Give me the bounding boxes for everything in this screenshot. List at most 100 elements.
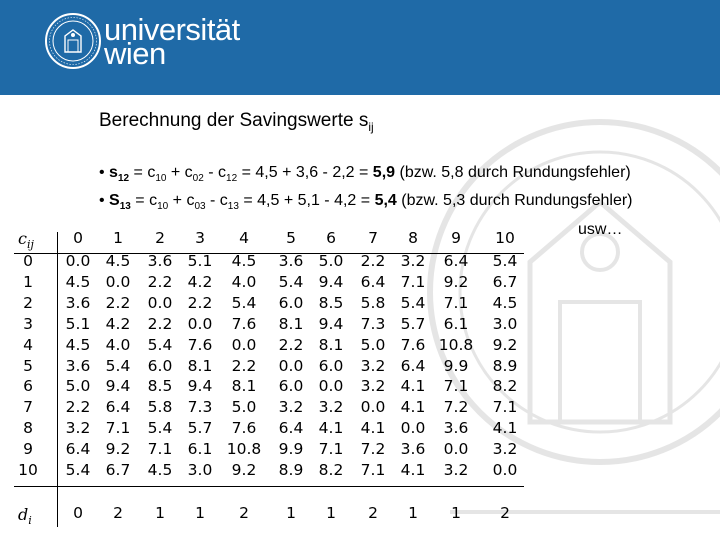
table-cell: 4.0	[105, 335, 131, 354]
column-header: 2	[155, 229, 165, 247]
table-cell: 5.1	[65, 314, 91, 333]
table-cell: 2.2	[231, 356, 257, 375]
table-cell: 0.0	[278, 356, 304, 375]
table-cell: 6.0	[278, 377, 304, 396]
table-cell: 7.2	[360, 440, 386, 459]
row-header: 3	[23, 314, 33, 333]
d-value-cell: 1	[326, 504, 336, 522]
corner-label: cij	[18, 229, 34, 252]
table-cell: 9.4	[105, 377, 131, 396]
table-cell: 8.1	[231, 377, 257, 396]
university-logo-text: universität wien	[104, 14, 240, 69]
table-cell: 5.0	[318, 252, 344, 270]
table-cell: 8.1	[318, 335, 344, 354]
column-header: 3	[195, 229, 205, 247]
column-header: 8	[408, 229, 418, 247]
table-cell: 6.4	[278, 419, 304, 438]
table-cell: 7.6	[187, 335, 213, 354]
row-header: 0	[23, 252, 33, 270]
row-header: 4	[23, 335, 33, 354]
table-cell: 4.0	[231, 272, 257, 291]
table-cell: 3.2	[360, 377, 386, 396]
table-cell: 9.4	[318, 272, 344, 291]
table-cell: 6.0	[147, 356, 173, 375]
table-cell: 5.1	[187, 252, 213, 270]
table-cell: 0.0	[231, 335, 257, 354]
table-cell: 3.2	[65, 419, 91, 438]
table-cell: 0.0	[318, 377, 344, 396]
row-header: 5	[23, 356, 33, 375]
table-cell: 5.4	[147, 335, 173, 354]
table-cell: 4.1	[400, 398, 426, 417]
table-cell: 4.1	[400, 461, 426, 479]
table-cell: 2.2	[187, 293, 213, 312]
table-cell: 9.2	[443, 272, 469, 291]
table-cell: 4.2	[187, 272, 213, 291]
table-cell: 4.5	[492, 293, 518, 312]
table-cell: 6.0	[278, 293, 304, 312]
d-value-cell: 1	[155, 504, 165, 522]
table-cell: 3.6	[65, 356, 91, 375]
table-cell: 5.4	[65, 461, 91, 479]
table-cell: 0.0	[492, 461, 518, 479]
table-cell: 6.7	[105, 461, 131, 479]
university-seal-icon	[45, 13, 101, 69]
row-header: 6	[23, 377, 33, 396]
column-header: 4	[239, 229, 249, 247]
table-cell: 3.6	[400, 440, 426, 459]
table-cell: 5.8	[147, 398, 173, 417]
table-cell: 7.6	[231, 314, 257, 333]
table-cell: 10.8	[438, 335, 474, 354]
table-cell: 9.2	[105, 440, 131, 459]
table-cell: 3.6	[65, 293, 91, 312]
table-cell: 4.1	[318, 419, 344, 438]
d-value-cell: 2	[113, 504, 123, 522]
bullet-item: • S13 = c10 + c03 - c13 = 4,5 + 5,1 - 4,…	[99, 192, 633, 213]
table-cell: 5.4	[231, 293, 257, 312]
d-value-cell: 0	[73, 504, 83, 522]
table-cell: 5.0	[231, 398, 257, 417]
bullet-item: • s12 = c10 + c02 - c12 = 4,5 + 3,6 - 2,…	[99, 164, 631, 185]
table-cell: 0.0	[187, 314, 213, 333]
bullet-list: • s12 = c10 + c02 - c12 = 4,5 + 3,6 - 2,…	[99, 164, 633, 220]
column-header: 9	[451, 229, 461, 247]
table-cell: 6.4	[443, 252, 469, 270]
table-cell: 5.4	[105, 356, 131, 375]
table-cell: 8.5	[147, 377, 173, 396]
table-cell: 7.2	[443, 398, 469, 417]
row-header: 10	[18, 461, 38, 479]
d-value-cell: 1	[451, 504, 461, 522]
table-cell: 4.1	[360, 419, 386, 438]
row-header: 1	[23, 272, 33, 291]
column-header: 10	[495, 229, 515, 247]
column-header: 6	[326, 229, 336, 247]
table-cell: 10.8	[226, 440, 262, 459]
table-cell: 7.3	[360, 314, 386, 333]
table-cell: 4.5	[231, 252, 257, 270]
slide-title: Berechnung der Savingswerte sij	[99, 110, 374, 134]
column-header: 5	[286, 229, 296, 247]
table-cell: 8.9	[278, 461, 304, 479]
continuation-text: usw…	[578, 221, 623, 238]
d-row-label: di	[18, 505, 32, 528]
d-value-cell: 1	[408, 504, 418, 522]
header-bar: universität wien	[0, 0, 720, 95]
table-cell: 7.1	[318, 440, 344, 459]
table-cell: 3.6	[278, 252, 304, 270]
table-cell: 3.2	[400, 252, 426, 270]
column-header: 7	[368, 229, 378, 247]
d-value-cell: 1	[195, 504, 205, 522]
table-cell: 5.0	[360, 335, 386, 354]
table-cell: 4.5	[147, 461, 173, 479]
table-cell: 7.1	[492, 398, 518, 417]
table-cell: 3.6	[443, 419, 469, 438]
table-cell: 3.0	[492, 314, 518, 333]
table-cell: 3.2	[278, 398, 304, 417]
table-cell: 6.4	[400, 356, 426, 375]
d-value-cell: 1	[286, 504, 296, 522]
column-header: 1	[113, 229, 123, 247]
table-cell: 0.0	[443, 440, 469, 459]
table-cell: 6.0	[318, 356, 344, 375]
table-cell: 7.1	[443, 377, 469, 396]
d-value-cell: 2	[500, 504, 510, 522]
